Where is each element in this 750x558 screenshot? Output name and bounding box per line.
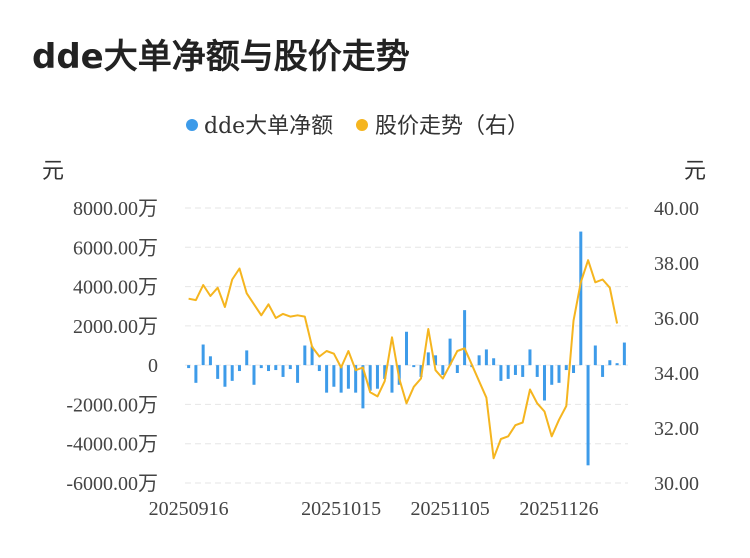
right-tick-label: 38.00 (654, 253, 699, 275)
legend-label-dde: dde大单净额 (204, 114, 333, 139)
right-axis-unit: 元 (684, 159, 706, 184)
bar (310, 346, 314, 366)
bar (572, 365, 576, 373)
bar (506, 365, 510, 379)
bar (492, 358, 496, 366)
bar (528, 349, 532, 366)
bar (281, 365, 285, 377)
left-tick-label: 6000.00万 (73, 237, 158, 259)
bar (325, 365, 329, 393)
left-tick-label: -4000.00万 (66, 434, 158, 456)
x-tick-label: 20251105 (410, 498, 489, 520)
bar (499, 365, 503, 381)
bar (426, 352, 430, 366)
bar (615, 363, 619, 366)
x-axis: 20250916 20251015 20251105 20251126 (149, 498, 599, 520)
right-tick-label: 32.00 (654, 418, 699, 440)
bar (332, 365, 336, 387)
bar (339, 365, 343, 393)
right-tick-label: 30.00 (654, 473, 699, 495)
legend-dot-icon (356, 119, 368, 131)
bar (412, 365, 416, 368)
bar-series (187, 231, 626, 466)
bar (368, 365, 372, 391)
bar (208, 356, 212, 366)
bar (317, 365, 321, 372)
bar (216, 365, 220, 379)
bar (579, 231, 583, 366)
bar (419, 365, 423, 377)
bar (608, 360, 612, 366)
left-axis: 8000.00万 6000.00万 4000.00万 2000.00万 0 -2000.0… (66, 198, 158, 495)
right-axis: 40.00 38.00 36.00 34.00 32.00 30.00 (654, 198, 699, 495)
bar (201, 344, 205, 366)
bar (601, 365, 605, 377)
bar (274, 365, 278, 371)
bar (288, 365, 292, 370)
bar (245, 350, 249, 366)
bar (223, 365, 227, 387)
x-tick-label: 20251126 (519, 498, 598, 520)
bar (542, 365, 546, 401)
bar (375, 365, 379, 389)
bar (484, 349, 488, 366)
bar (303, 345, 307, 366)
legend: dde大单净额 股价走势（右） (186, 114, 529, 139)
legend-label-price: 股价走势（右） (375, 114, 529, 139)
bar (296, 365, 300, 383)
bar (390, 365, 394, 393)
bar (477, 355, 481, 366)
price-line (188, 259, 619, 460)
bar (237, 365, 241, 372)
bar (354, 365, 358, 393)
left-tick-label: 8000.00万 (73, 198, 158, 220)
bar (521, 365, 525, 377)
bar (564, 365, 568, 371)
right-tick-label: 40.00 (654, 198, 699, 220)
bar (230, 365, 234, 381)
bar (586, 365, 590, 466)
chart-title: dde大单净额与股价走势 (32, 37, 410, 77)
bar (187, 365, 191, 369)
left-axis-unit: 元 (42, 159, 64, 184)
bar (463, 310, 467, 366)
left-tick-label: 2000.00万 (73, 316, 158, 338)
bar (513, 365, 517, 375)
left-tick-label: -2000.00万 (66, 394, 158, 416)
bar (405, 331, 408, 366)
right-tick-label: 36.00 (654, 308, 699, 330)
bar (267, 365, 271, 372)
left-tick-label: -6000.00万 (66, 473, 158, 495)
bar (441, 365, 445, 375)
bar (448, 338, 452, 366)
bar (361, 365, 365, 409)
left-tick-label: 4000.00万 (73, 277, 158, 299)
bar (252, 365, 256, 385)
bar (622, 342, 626, 366)
bar (535, 365, 539, 377)
x-tick-label: 20250916 (149, 498, 229, 520)
x-tick-label: 20251015 (301, 498, 381, 520)
line-series (188, 259, 619, 460)
bar (557, 365, 561, 383)
left-tick-label: 0 (148, 355, 158, 377)
bar (455, 365, 459, 373)
right-tick-label: 34.00 (654, 363, 699, 385)
bar (593, 345, 597, 366)
legend-item-price[interactable]: 股价走势（右） (356, 114, 529, 139)
legend-item-dde[interactable]: dde大单净额 (186, 114, 333, 139)
bar (194, 365, 198, 383)
legend-dot-icon (186, 119, 198, 131)
bar (346, 365, 350, 389)
bar (434, 355, 438, 366)
bar (550, 365, 554, 385)
bar (259, 365, 263, 369)
bar (383, 365, 387, 379)
